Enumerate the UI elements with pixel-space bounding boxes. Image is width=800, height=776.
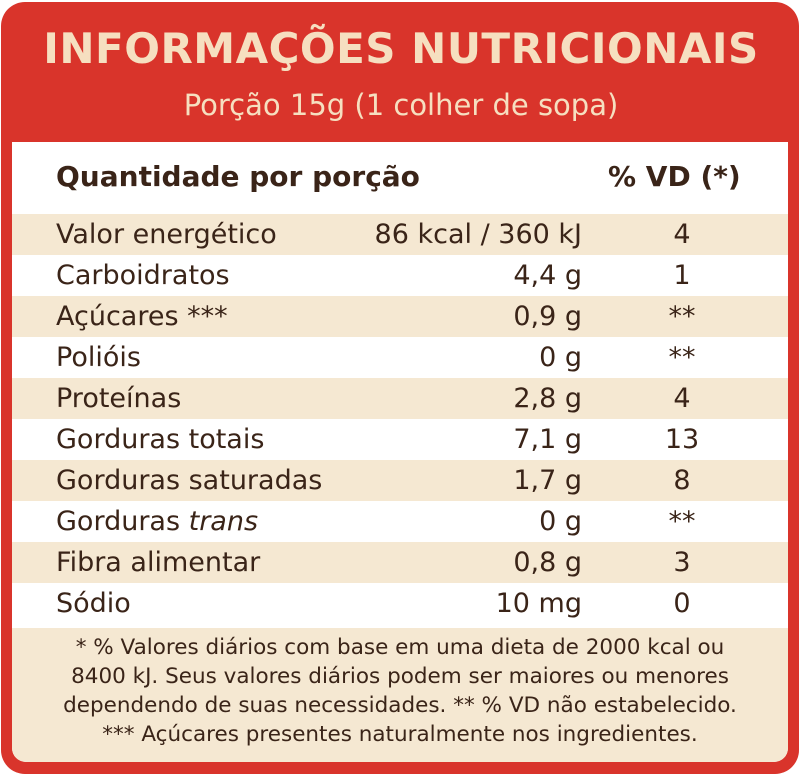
nutrient-name-text: Polióis	[56, 342, 141, 373]
nutrient-name: Açúcares ***	[56, 296, 228, 337]
nutrient-name-italic: trans	[188, 506, 259, 537]
header-daily-value: % VD (*)	[608, 160, 741, 193]
nutrient-amount: 0 g	[539, 506, 582, 537]
nutrient-daily-value: 13	[664, 424, 700, 455]
nutrient-amount: 0,9 g	[513, 301, 582, 332]
nutrient-daily-value: 1	[673, 260, 691, 291]
nutrient-name: Carboidratos	[56, 255, 230, 296]
table-row: Valor energético 86 kcal / 360 kJ 4	[12, 214, 788, 255]
nutrient-name: Sódio	[56, 583, 131, 624]
table-row: Gorduras trans 0 g **	[12, 501, 788, 542]
nutrient-name-text: Gorduras saturadas	[56, 465, 323, 496]
nutrient-name: Fibra alimentar	[56, 542, 260, 583]
serving-size: Porção 15g (1 colher de sopa)	[183, 88, 619, 122]
nutrient-amount: 4,4 g	[513, 260, 582, 291]
nutrient-amount: 2,8 g	[513, 383, 582, 414]
nutrient-name: Proteínas	[56, 378, 181, 419]
nutrient-amount: 1,7 g	[513, 465, 582, 496]
nutrient-amount: 7,1 g	[513, 424, 582, 455]
nutrient-daily-value: 8	[673, 465, 691, 496]
nutrient-daily-value: 3	[673, 547, 691, 578]
nutrient-name: Gorduras trans	[56, 501, 258, 542]
footnote: * % Valores diários com base em uma diet…	[12, 628, 788, 762]
nutrient-name-text: Carboidratos	[56, 260, 230, 291]
footnote-line: dependendo de suas necessidades. ** % VD…	[63, 693, 737, 718]
nutrient-daily-value: **	[668, 342, 696, 373]
nutrient-name-text: Sódio	[56, 588, 131, 619]
nutrient-name-text: Gorduras totais	[56, 424, 265, 455]
header-quantity: Quantidade por porção	[56, 160, 420, 193]
table-row: Carboidratos 4,4 g 1	[12, 255, 788, 296]
nutrient-daily-value: **	[668, 301, 696, 332]
nutrient-name-text: Fibra alimentar	[56, 547, 261, 578]
footnote-line: 8400 kJ. Seus valores diários podem ser …	[71, 664, 729, 689]
nutrient-name: Gorduras saturadas	[56, 460, 322, 501]
nutrient-name-text: Gorduras	[56, 506, 189, 537]
table-row: Polióis 0 g **	[12, 337, 788, 378]
nutrient-daily-value: **	[668, 506, 696, 537]
table-row: Sódio 10 mg 0	[12, 583, 788, 624]
label-title: INFORMAÇÕES NUTRICIONAIS	[43, 24, 759, 73]
nutrient-name: Valor energético	[56, 214, 277, 255]
nutrient-daily-value: 4	[673, 219, 691, 250]
footnote-line: * % Valores diários com base em uma diet…	[75, 635, 725, 660]
table-row: Fibra alimentar 0,8 g 3	[12, 542, 788, 583]
table-row: Gorduras saturadas 1,7 g 8	[12, 460, 788, 501]
nutrient-name: Gorduras totais	[56, 419, 264, 460]
nutrient-name-text: Proteínas	[56, 383, 182, 414]
nutrient-name-text: Açúcares ***	[56, 301, 228, 332]
nutrient-rows: Valor energético 86 kcal / 360 kJ 4 Carboid…	[12, 214, 788, 624]
table-row: Gorduras totais 7,1 g 13	[12, 419, 788, 460]
nutrient-amount: 0 g	[539, 342, 582, 373]
nutrient-amount: 0,8 g	[513, 547, 582, 578]
footnote-line: *** Açúcares presentes naturalmente nos …	[102, 722, 698, 747]
nutrient-amount: 10 mg	[495, 588, 582, 619]
table-row: Açúcares *** 0,9 g **	[12, 296, 788, 337]
table-row: Proteínas 2,8 g 4	[12, 378, 788, 419]
nutrient-name-text: Valor energético	[56, 219, 277, 250]
nutrient-name: Polióis	[56, 337, 141, 378]
nutrition-table-panel: Quantidade por porção % VD (*) Valor ene…	[12, 142, 788, 762]
nutrient-daily-value: 0	[673, 588, 691, 619]
nutrient-amount: 86 kcal / 360 kJ	[374, 219, 582, 250]
table-header: Quantidade por porção % VD (*)	[12, 142, 788, 214]
nutrient-daily-value: 4	[673, 383, 691, 414]
